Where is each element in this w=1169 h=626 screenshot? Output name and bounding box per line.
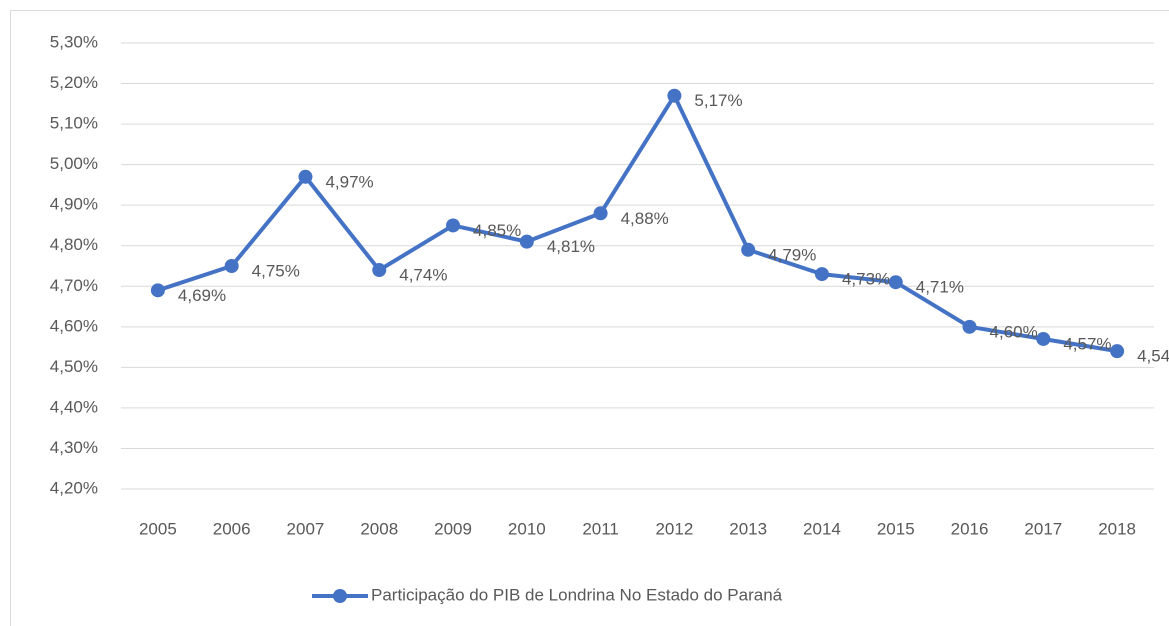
data-label: 4,60% <box>990 322 1038 341</box>
marker <box>298 169 313 184</box>
y-tick-label: 5,00% <box>50 154 98 173</box>
x-tick-label: 2007 <box>287 519 325 538</box>
marker <box>814 267 829 282</box>
data-label: 4,54% <box>1137 347 1169 366</box>
data-label: 4,71% <box>916 278 964 297</box>
chart-frame <box>10 10 1169 626</box>
marker <box>888 275 903 290</box>
data-label: 4,73% <box>842 270 890 289</box>
marker <box>962 319 977 334</box>
marker <box>446 218 461 233</box>
data-label: 5,17% <box>694 91 742 110</box>
y-tick-label: 4,20% <box>50 478 98 497</box>
data-label: 4,79% <box>768 245 816 264</box>
x-tick-label: 2016 <box>951 519 989 538</box>
x-tick-label: 2017 <box>1024 519 1062 538</box>
x-tick-label: 2011 <box>582 519 619 538</box>
x-tick-label: 2015 <box>877 519 915 538</box>
x-tick-label: 2005 <box>139 519 177 538</box>
marker <box>372 263 387 278</box>
y-tick-label: 4,60% <box>50 316 98 335</box>
data-label: 4,75% <box>252 261 300 280</box>
data-label: 4,88% <box>621 209 669 228</box>
x-tick-label: 2010 <box>508 519 546 538</box>
legend-label: Participação do PIB de Londrina No Estad… <box>371 585 783 604</box>
marker <box>741 242 756 257</box>
data-label: 4,85% <box>473 221 521 240</box>
y-tick-label: 4,80% <box>50 235 98 254</box>
y-tick-label: 4,50% <box>50 357 98 376</box>
y-tick-label: 4,70% <box>50 276 98 295</box>
data-label: 4,57% <box>1063 334 1111 353</box>
y-tick-label: 5,30% <box>50 32 98 51</box>
x-tick-label: 2008 <box>360 519 398 538</box>
data-label: 4,69% <box>178 286 226 305</box>
marker <box>519 234 534 249</box>
x-tick-label: 2013 <box>729 519 767 538</box>
data-label: 4,97% <box>325 172 373 191</box>
y-tick-label: 5,20% <box>50 73 98 92</box>
x-tick-label: 2009 <box>434 519 472 538</box>
line <box>157 93 1118 354</box>
x-tick-label: 2012 <box>655 519 693 538</box>
y-tick-label: 4,90% <box>50 195 98 214</box>
marker <box>1036 331 1051 346</box>
legend-marker <box>333 589 347 603</box>
y-tick-label: 4,30% <box>50 438 98 457</box>
x-tick-label: 2018 <box>1098 519 1136 538</box>
y-tick-label: 4,40% <box>50 397 98 416</box>
x-tick-label: 2006 <box>213 519 251 538</box>
marker <box>593 206 608 221</box>
marker <box>1110 344 1125 359</box>
x-tick-label: 2014 <box>803 519 841 538</box>
marker <box>150 283 165 298</box>
y-tick-label: 5,10% <box>50 114 98 133</box>
data-label: 4,74% <box>399 266 447 285</box>
data-label: 4,81% <box>547 237 595 256</box>
marker <box>224 259 239 273</box>
marker <box>667 88 682 103</box>
